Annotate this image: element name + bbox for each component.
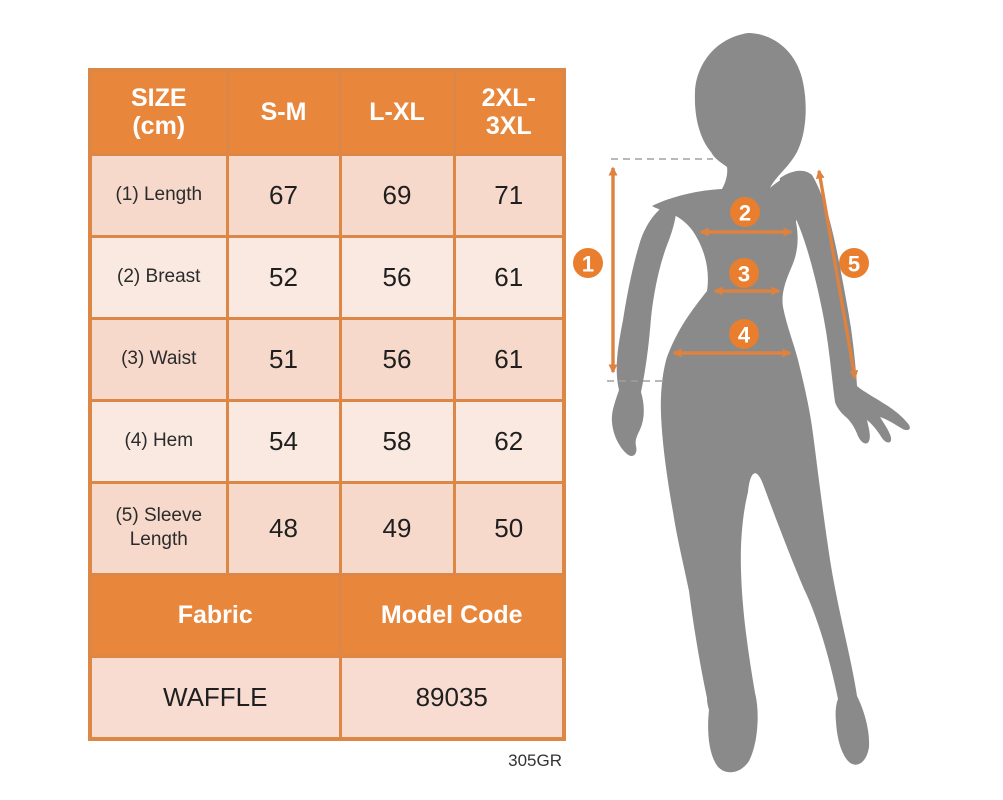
table-row-sleeve-length: (5) Sleeve Length 48 49 50 <box>88 480 566 576</box>
value-cell: 58 <box>338 398 456 484</box>
table-row-breast: (2) Breast 52 56 61 <box>88 234 566 320</box>
measure-badge-2: 2 <box>730 197 760 227</box>
row-label: (5) Sleeve Length <box>88 480 229 576</box>
value-cell: 69 <box>338 152 456 238</box>
fabric-header: Fabric <box>88 572 342 658</box>
svg-text:5: 5 <box>848 252 860 277</box>
measure-badge-5: 5 <box>839 248 869 278</box>
header-s-m: S-M <box>225 68 342 156</box>
svg-text:3: 3 <box>738 262 750 287</box>
table-row-hem: (4) Hem 54 58 62 <box>88 398 566 484</box>
model-code-value: 89035 <box>338 654 566 741</box>
value-cell: 62 <box>452 398 566 484</box>
value-cell: 52 <box>225 234 342 320</box>
value-cell: 56 <box>338 316 456 402</box>
svg-text:1: 1 <box>582 252 594 277</box>
value-cell: 48 <box>225 480 342 576</box>
table-row-length: (1) Length 67 69 71 <box>88 152 566 238</box>
value-cell: 61 <box>452 234 566 320</box>
table-row-waist: (3) Waist 51 56 61 <box>88 316 566 402</box>
sleeve-arrow <box>815 169 859 380</box>
row-label: (2) Breast <box>88 234 229 320</box>
gram-weight-note: 305GR <box>508 751 562 770</box>
measure-badge-3: 3 <box>729 258 759 288</box>
header-2xl-3xl: 2XL- 3XL <box>452 68 566 156</box>
fabric-value: WAFFLE <box>88 654 342 741</box>
value-cell: 54 <box>225 398 342 484</box>
woman-silhouette-body <box>652 33 870 773</box>
svg-text:2: 2 <box>739 201 751 226</box>
model-code-header: Model Code <box>338 572 566 658</box>
woman-silhouette-left-arm <box>611 198 677 457</box>
value-cell: 71 <box>452 152 566 238</box>
svg-text:4: 4 <box>738 323 751 348</box>
measure-badge-1: 1 <box>573 248 603 278</box>
header-l-xl: L-XL <box>338 68 456 156</box>
header-size-cm: SIZE (cm) <box>88 68 229 156</box>
value-cell: 50 <box>452 480 566 576</box>
value-cell: 56 <box>338 234 456 320</box>
value-cell: 61 <box>452 316 566 402</box>
table-footer-value-row: WAFFLE 89035 <box>88 654 566 741</box>
row-label: (3) Waist <box>88 316 229 402</box>
table-header-row: SIZE (cm) S-M L-XL 2XL- 3XL <box>88 68 566 156</box>
row-label: (1) Length <box>88 152 229 238</box>
row-label: (4) Hem <box>88 398 229 484</box>
value-cell: 49 <box>338 480 456 576</box>
measure-badge-4: 4 <box>729 319 759 349</box>
value-cell: 67 <box>225 152 342 238</box>
value-cell: 51 <box>225 316 342 402</box>
table-footer-header-row: Fabric Model Code <box>88 572 566 658</box>
size-chart-table: SIZE (cm) S-M L-XL 2XL- 3XL (1) Length 6… <box>88 68 566 741</box>
